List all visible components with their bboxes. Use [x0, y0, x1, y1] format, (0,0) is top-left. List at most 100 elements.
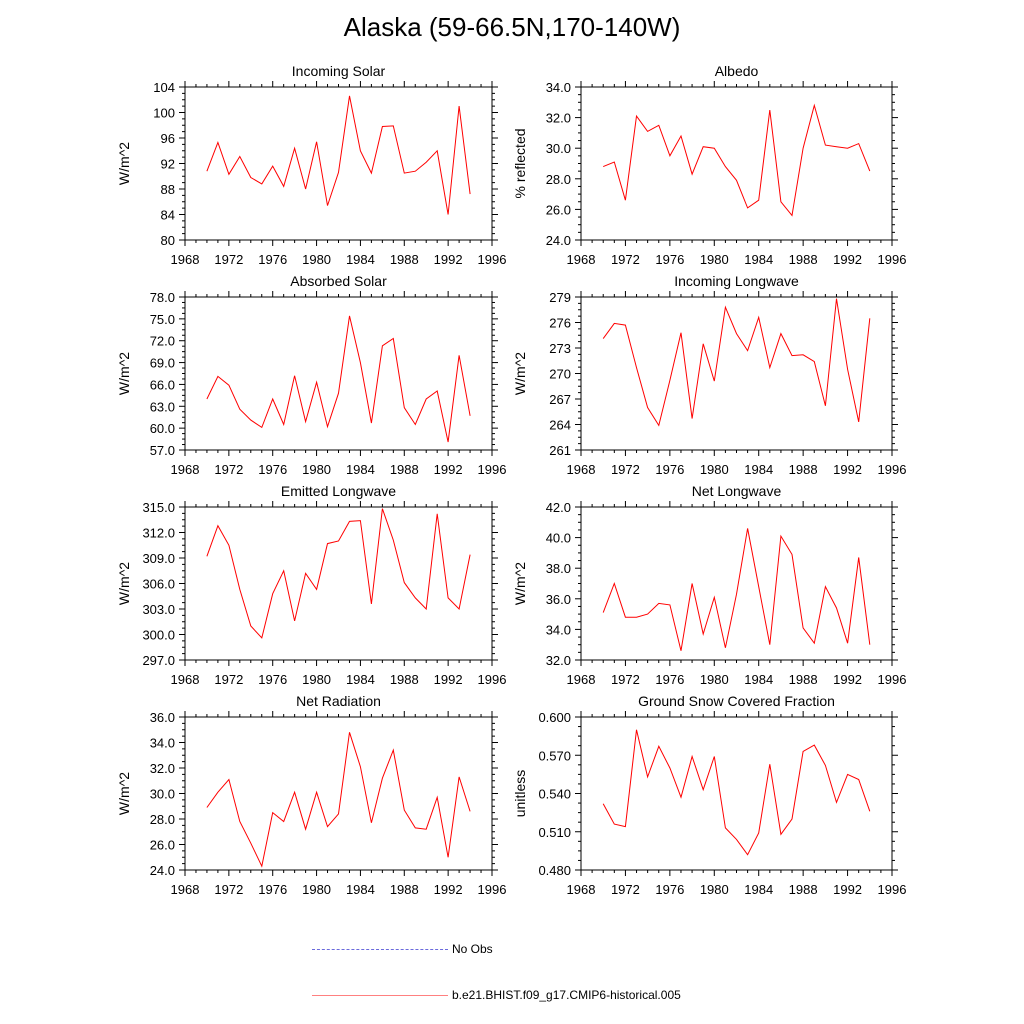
x-tick-label: 1968	[171, 672, 200, 687]
x-tick-label: 1996	[878, 882, 907, 897]
x-tick-label: 1988	[789, 252, 818, 267]
y-tick-label: 78.0	[150, 290, 175, 305]
y-axis-label: W/m^2	[116, 352, 132, 395]
chart-panel-1: Incoming Solar W/m^2 1968 1972 1976 1980 1984 1…	[116, 63, 506, 267]
x-tick-label: 1980	[302, 882, 331, 897]
x-tick-label: 1988	[390, 462, 419, 477]
chart-panel-6: Net Longwave W/m^2 1968 1972 1976 1980 1984 198…	[512, 483, 906, 687]
x-tick-label: 1992	[434, 252, 463, 267]
x-tick-label: 1976	[655, 462, 684, 477]
x-tick-label: 1976	[258, 882, 287, 897]
y-tick-label: 264	[549, 418, 571, 433]
x-tick-label: 1980	[700, 252, 729, 267]
y-tick-label: 270	[549, 367, 571, 382]
legend-obs-label: No Obs	[452, 942, 493, 956]
y-axis-label: W/m^2	[512, 352, 528, 395]
chart-title: Albedo	[715, 63, 759, 79]
x-tick-label: 1968	[171, 462, 200, 477]
x-tick-label: 1980	[700, 462, 729, 477]
legend-model-swatch	[312, 994, 448, 996]
chart-title: Net Radiation	[296, 693, 381, 709]
y-tick-label: 261	[549, 443, 571, 458]
x-tick-label: 1988	[789, 462, 818, 477]
x-tick-label: 1980	[302, 252, 331, 267]
y-tick-label: 42.0	[546, 500, 571, 515]
chart-panel-5: Emitted Longwave W/m^2 1968 1972 1976 1980 198…	[116, 483, 506, 687]
x-tick-label: 1984	[346, 462, 375, 477]
x-tick-label: 1972	[611, 882, 640, 897]
y-tick-label: 34.0	[546, 80, 571, 95]
series-line	[206, 315, 471, 443]
y-axis-label: W/m^2	[116, 142, 132, 185]
x-tick-label: 1992	[434, 672, 463, 687]
legend-model: b.e21.BHIST.f09_g17.CMIP6-historical.005	[312, 988, 681, 1002]
plot-frame	[580, 716, 893, 871]
y-tick-label: 34.0	[150, 736, 175, 751]
x-tick-label: 1968	[567, 882, 596, 897]
plot-frame	[580, 86, 893, 241]
legend-model-label: b.e21.BHIST.f09_g17.CMIP6-historical.005	[452, 988, 681, 1002]
y-tick-label: 100	[153, 106, 175, 121]
x-tick-label: 1984	[346, 252, 375, 267]
y-tick-label: 267	[549, 392, 571, 407]
y-tick-label: 30.0	[150, 787, 175, 802]
page-title: Alaska (59-66.5N,170-140W)	[343, 12, 681, 42]
x-tick-label: 1976	[258, 252, 287, 267]
chart-title: Incoming Longwave	[674, 273, 799, 289]
x-tick-label: 1980	[700, 882, 729, 897]
x-tick-label: 1972	[214, 462, 243, 477]
y-tick-label: 279	[549, 290, 571, 305]
y-tick-label: 88	[161, 182, 175, 197]
y-tick-label: 312.0	[142, 526, 175, 541]
chart-panel-2: Albedo % reflected 1968 1972 1976 1980 1984 198…	[512, 63, 906, 267]
x-tick-label: 1976	[655, 672, 684, 687]
x-tick-label: 1984	[346, 882, 375, 897]
x-tick-label: 1992	[434, 462, 463, 477]
x-tick-label: 1992	[434, 882, 463, 897]
y-tick-label: 60.0	[150, 421, 175, 436]
x-tick-label: 1996	[478, 882, 507, 897]
y-tick-label: 66.0	[150, 377, 175, 392]
x-tick-label: 1972	[214, 672, 243, 687]
y-tick-label: 306.0	[142, 577, 175, 592]
plot-frame	[184, 86, 493, 241]
x-tick-label: 1972	[611, 252, 640, 267]
plot-frame	[580, 296, 893, 451]
chart-title: Ground Snow Covered Fraction	[638, 693, 835, 709]
y-tick-label: 34.0	[546, 622, 571, 637]
x-tick-label: 1972	[214, 252, 243, 267]
x-tick-label: 1976	[655, 882, 684, 897]
chart-title: Net Longwave	[692, 483, 782, 499]
y-tick-label: 96	[161, 131, 175, 146]
x-tick-label: 1988	[390, 882, 419, 897]
y-tick-label: 92	[161, 157, 175, 172]
y-tick-label: 0.480	[538, 863, 571, 878]
y-tick-label: 276	[549, 316, 571, 331]
x-tick-label: 1976	[258, 462, 287, 477]
x-tick-label: 1980	[302, 462, 331, 477]
y-tick-label: 32.0	[150, 761, 175, 776]
y-tick-label: 57.0	[150, 443, 175, 458]
y-tick-label: 32.0	[546, 653, 571, 668]
x-tick-label: 1988	[390, 672, 419, 687]
chart-panel-8: Ground Snow Covered Fraction unitless 1968…	[512, 693, 906, 897]
x-tick-label: 1988	[390, 252, 419, 267]
y-tick-label: 300.0	[142, 628, 175, 643]
chart-panel-4: Incoming Longwave W/m^2 1968 1972 1976 1980 19…	[512, 273, 906, 477]
y-tick-label: 80	[161, 233, 175, 248]
legend-obs: No Obs	[312, 942, 493, 956]
y-axis-label: W/m^2	[512, 562, 528, 605]
series-line	[206, 508, 471, 639]
series-line	[206, 732, 471, 868]
y-tick-label: 104	[153, 80, 175, 95]
x-tick-label: 1980	[700, 672, 729, 687]
x-tick-label: 1992	[833, 462, 862, 477]
x-tick-label: 1996	[878, 252, 907, 267]
x-tick-label: 1968	[171, 882, 200, 897]
x-tick-label: 1988	[789, 882, 818, 897]
chart-title: Emitted Longwave	[281, 483, 396, 499]
x-tick-label: 1968	[171, 252, 200, 267]
plot-frame	[184, 296, 493, 451]
y-tick-label: 24.0	[150, 863, 175, 878]
x-tick-label: 1968	[567, 672, 596, 687]
